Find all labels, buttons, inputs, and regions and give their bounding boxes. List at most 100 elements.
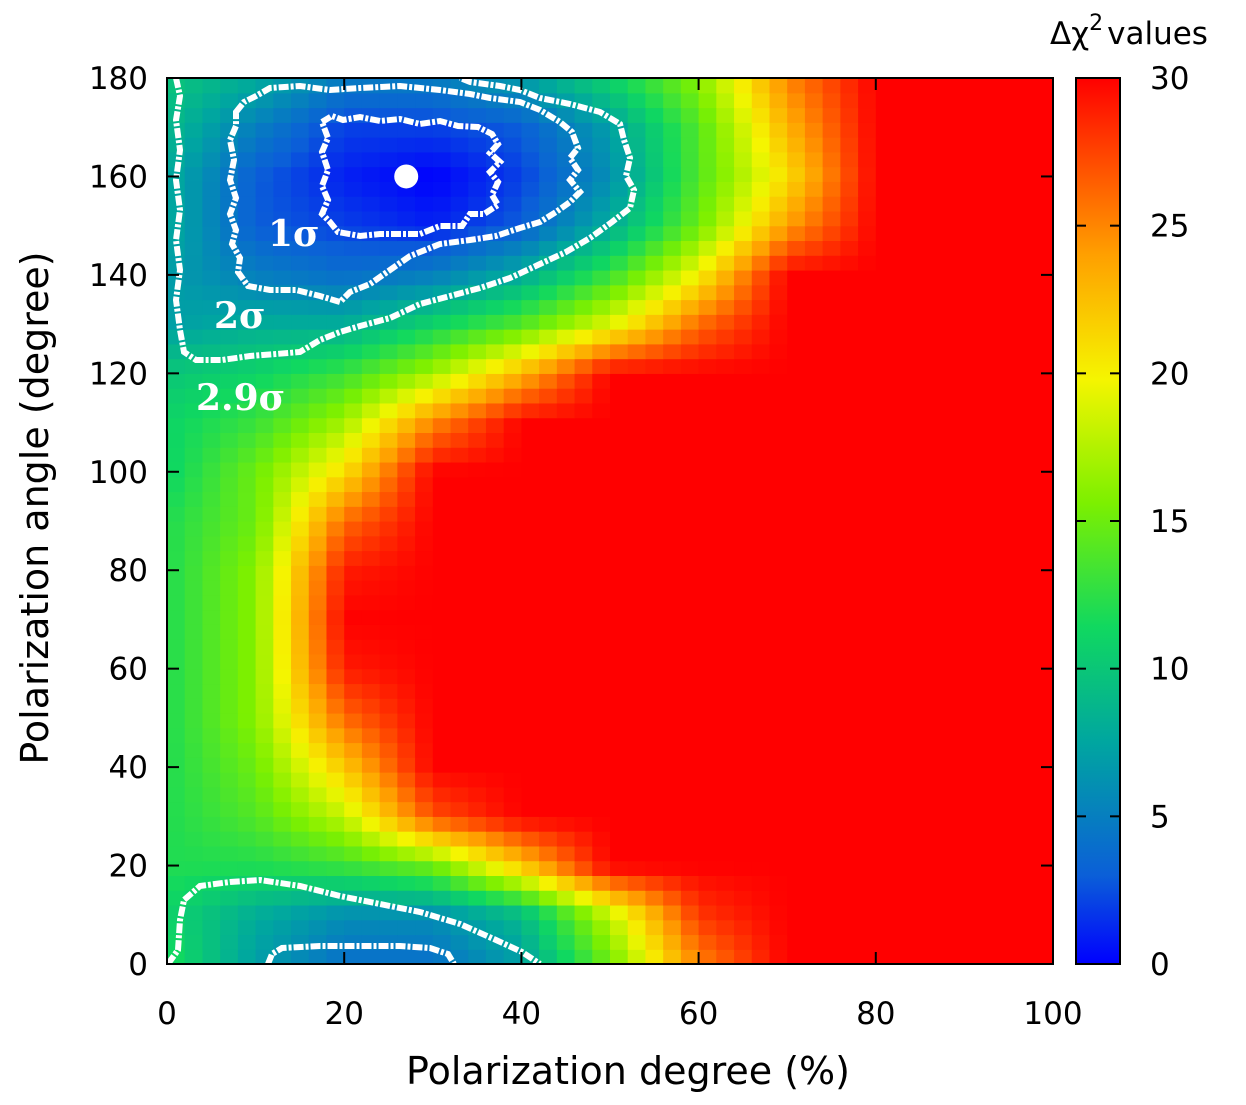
heatmap-cell	[645, 727, 664, 744]
heatmap-cell	[432, 875, 452, 891]
heatmap-cell	[291, 210, 310, 227]
heatmap-cell	[663, 801, 682, 817]
heatmap-cell	[769, 742, 788, 758]
heatmap-cell	[1017, 712, 1036, 729]
heatmap-cell	[698, 624, 717, 640]
heatmap-cell	[485, 284, 505, 301]
heatmap-cell	[964, 698, 983, 714]
heatmap-cell	[432, 712, 452, 729]
heatmap-cell	[946, 609, 965, 625]
heatmap-cell	[663, 831, 682, 847]
heatmap-cell	[1035, 269, 1053, 286]
heatmap-cell	[1035, 580, 1053, 596]
heatmap-cell	[379, 166, 398, 182]
heatmap-cell	[840, 358, 859, 374]
x-tick-label: 20	[324, 996, 363, 1032]
heatmap-cell	[680, 594, 700, 611]
heatmap-cell	[432, 831, 452, 847]
heatmap-cell	[716, 565, 735, 581]
heatmap-cell	[804, 343, 824, 360]
heatmap-cell	[822, 210, 841, 227]
heatmap-cell	[237, 299, 257, 315]
heatmap-cell	[397, 772, 416, 788]
heatmap-cell	[344, 683, 363, 699]
heatmap-cell	[308, 845, 328, 862]
heatmap-cell	[485, 314, 505, 330]
heatmap-cell	[875, 919, 895, 936]
heatmap-cell	[928, 565, 948, 581]
heatmap-cell	[787, 151, 806, 168]
heatmap-cell	[556, 934, 576, 950]
heatmap-cell	[645, 639, 664, 655]
heatmap-cell	[291, 535, 310, 552]
heatmap-cell	[326, 447, 345, 463]
heatmap-cell	[202, 506, 221, 522]
heatmap-cell	[432, 727, 452, 744]
heatmap-cell	[308, 712, 328, 729]
heatmap-cell	[361, 447, 381, 463]
heatmap-cell	[893, 521, 912, 537]
heatmap-cell	[928, 329, 948, 345]
heatmap-cell	[397, 535, 416, 552]
heatmap-cell	[503, 343, 522, 360]
heatmap-cell	[999, 255, 1019, 271]
heatmap-cell	[379, 373, 398, 389]
heatmap-cell	[627, 550, 647, 566]
heatmap-cell	[220, 772, 239, 788]
heatmap-cell	[379, 550, 398, 566]
heatmap-cell	[379, 240, 398, 256]
heatmap-cell	[999, 949, 1019, 964]
heatmap-cell	[379, 491, 398, 507]
heatmap-cell	[184, 461, 204, 478]
heatmap-cell	[273, 639, 292, 655]
heatmap-cell	[627, 476, 647, 493]
plot-frame	[166, 77, 1054, 965]
heatmap-cell	[911, 727, 930, 744]
heatmap-cell	[840, 181, 859, 197]
heatmap-cell	[769, 890, 788, 906]
heatmap-cell	[539, 461, 558, 478]
heatmap-cell	[344, 388, 363, 404]
heatmap-cell	[928, 521, 948, 537]
heatmap-cell	[1017, 447, 1036, 463]
heatmap-cell	[893, 314, 912, 330]
heatmap-cell	[680, 181, 700, 197]
heatmap-cell	[875, 491, 895, 507]
heatmap-cell	[255, 653, 274, 670]
heatmap-cell	[220, 904, 239, 921]
heatmap-cell	[751, 329, 771, 345]
heatmap-cell	[946, 78, 965, 94]
heatmap-cell	[928, 373, 948, 389]
heatmap-cell	[592, 432, 611, 448]
heatmap-cell	[787, 181, 806, 197]
heatmap-cell	[751, 299, 771, 315]
heatmap-cell	[1017, 255, 1036, 271]
heatmap-cell	[734, 122, 753, 138]
heatmap-cell	[485, 919, 505, 936]
heatmap-cell	[875, 845, 895, 862]
heatmap-cell	[255, 624, 274, 640]
heatmap-cell	[999, 875, 1019, 891]
heatmap-cell	[645, 417, 664, 433]
heatmap-cell	[1017, 196, 1036, 212]
heatmap-cell	[840, 698, 859, 714]
heatmap-cell	[610, 358, 629, 374]
heatmap-cell	[202, 565, 221, 581]
heatmap-cell	[804, 255, 824, 271]
heatmap-cell	[769, 78, 788, 94]
heatmap-cell	[999, 698, 1019, 714]
heatmap-cell	[1017, 329, 1036, 345]
heatmap-cell	[415, 860, 434, 876]
heatmap-cell	[610, 742, 629, 758]
heatmap-cell	[928, 757, 948, 773]
heatmap-cell	[734, 683, 753, 699]
heatmap-cell	[415, 107, 434, 123]
heatmap-cell	[663, 107, 682, 123]
heatmap-cell	[804, 580, 824, 596]
heatmap-cell	[698, 801, 717, 817]
heatmap-cell	[964, 653, 983, 670]
heatmap-cell	[787, 329, 806, 345]
heatmap-cell	[875, 594, 895, 611]
heatmap-cell	[1035, 225, 1053, 242]
heatmap-cell	[822, 624, 841, 640]
